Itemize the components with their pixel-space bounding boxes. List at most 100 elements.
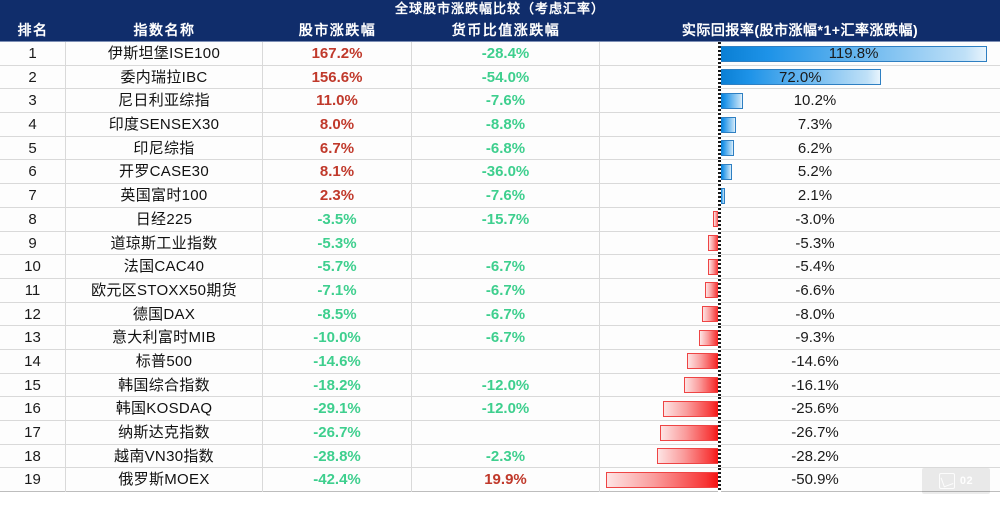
bar-value-label: -5.3% [795,234,835,252]
bar-value-label: 10.2% [793,92,837,110]
cell-real-return-bar: -28.2% [600,444,1000,469]
cell-index-name: 韩国KOSDAQ [66,397,263,421]
page-title: 全球股市涨跌幅比较（考虑汇率） [0,0,1000,18]
cell-real-return-bar: 6.2% [600,136,1000,161]
cell-fx-change: 19.9% [412,468,600,493]
watermark-label: 02 [959,475,974,487]
cell-index-name: 印度SENSEX30 [66,113,263,137]
table-row[interactable]: 8 日经225 -3.5% -15.7% -3.0% [0,207,1000,232]
table-row[interactable]: 5 印尼综指 6.7% -6.8% 6.2% [0,136,1000,161]
cell-real-return-bar: -26.7% [600,421,1000,445]
zero-axis [718,397,721,421]
image-placeholder-icon [938,473,955,489]
table-row[interactable]: 13 意大利富时MIB -10.0% -6.7% -9.3% [0,326,1000,350]
cell-fx-change [412,421,600,445]
cell-real-return-bar: -9.3% [600,326,1000,350]
cell-fx-change: -6.7% [412,255,600,279]
cell-stock-change: -5.7% [263,255,412,279]
cell-real-return-bar: 72.0% [600,65,1000,90]
cell-stock-change: -14.6% [263,349,412,374]
cell-index-name: 道琼斯工业指数 [66,231,263,256]
cell-index-name: 意大利富时MIB [66,326,263,350]
cell-stock-change: 6.7% [263,136,412,161]
cell-real-return-bar: -50.9% [600,468,1000,493]
cell-stock-change: -26.7% [263,421,412,445]
cell-fx-change: -36.0% [412,160,600,185]
table-row[interactable]: 17 纳斯达克指数 -26.7% -26.7% [0,421,1000,445]
column-header-index-name: 指数名称 [133,22,196,38]
cell-fx-change: -6.8% [412,136,600,161]
cell-real-return-bar: 10.2% [600,89,1000,114]
cell-stock-change: -7.1% [263,278,412,303]
zero-axis [718,231,721,256]
zero-axis [718,184,721,208]
cell-stock-change: -28.8% [263,444,412,469]
zero-axis [718,160,721,185]
table-row[interactable]: 18 越南VN30指数 -28.8% -2.3% -28.2% [0,444,1000,469]
cell-stock-change: 11.0% [263,89,412,114]
cell-fx-change: -6.7% [412,302,600,327]
column-header-real-return: 实际回报率(股市涨幅*1+汇率涨跌幅) [681,22,919,38]
table-row[interactable]: 15 韩国综合指数 -18.2% -12.0% -16.1% [0,373,1000,398]
table-row[interactable]: 2 委内瑞拉IBC 156.6% -54.0% 72.0% [0,65,1000,90]
table-row[interactable]: 10 法国CAC40 -5.7% -6.7% -5.4% [0,255,1000,279]
bar-value-label: -9.3% [795,329,835,347]
table-row[interactable]: 19 俄罗斯MOEX -42.4% 19.9% -50.9% [0,468,1000,493]
zero-axis [718,349,721,374]
cell-rank: 7 [0,184,66,208]
column-header-fx-change: 货币比值涨跌幅 [451,22,561,38]
zero-axis [718,136,721,161]
table-body: 1 伊斯坦堡ISE100 167.2% -28.4% 119.8% 2 委内瑞拉IBC 156… [0,42,1000,493]
cell-index-name: 越南VN30指数 [66,444,263,469]
table-row[interactable]: 7 英国富时100 2.3% -7.6% 2.1% [0,184,1000,208]
cell-stock-change: -10.0% [263,326,412,350]
bar-value-label: -26.7% [791,424,839,441]
cell-fx-change: -7.6% [412,184,600,208]
bar-negative [684,377,720,394]
bar-negative [606,471,720,488]
cell-stock-change: -29.1% [263,397,412,421]
cell-rank: 9 [0,231,66,256]
bar-value-label: 119.8% [828,45,879,62]
zero-axis [718,444,721,469]
zero-axis [718,65,721,90]
table-row[interactable]: 6 开罗CASE30 8.1% -36.0% 5.2% [0,160,1000,185]
table-row[interactable]: 3 尼日利亚综指 11.0% -7.6% 10.2% [0,89,1000,114]
cell-real-return-bar: -5.3% [600,231,1000,256]
cell-stock-change: 156.6% [263,65,412,90]
bar-value-label: -6.6% [795,281,835,299]
cell-index-name: 开罗CASE30 [66,160,263,185]
table-row[interactable]: 1 伊斯坦堡ISE100 167.2% -28.4% 119.8% [0,42,1000,66]
cell-fx-change: -8.8% [412,113,600,137]
cell-fx-change: -12.0% [412,373,600,398]
bar-value-label: -28.2% [791,447,839,465]
cell-real-return-bar: 2.1% [600,184,1000,208]
bar-value-label: 2.1% [797,187,833,205]
cell-index-name: 欧元区STOXX50期货 [66,278,263,303]
cell-rank: 15 [0,373,66,398]
cell-real-return-bar: -5.4% [600,255,1000,279]
cell-index-name: 伊斯坦堡ISE100 [66,42,263,66]
cell-real-return-bar: 119.8% [600,42,1000,66]
bar-value-label: -50.9% [791,471,839,489]
table-row[interactable]: 4 印度SENSEX30 8.0% -8.8% 7.3% [0,113,1000,137]
cell-index-name: 尼日利亚综指 [66,89,263,114]
table-header-row: 排名 指数名称 股市涨跌幅 货币比值涨跌幅 实际回报率(股市涨幅*1+汇率涨跌幅… [0,18,1000,42]
cell-stock-change: -5.3% [263,231,412,256]
bar-negative [662,400,720,417]
cell-rank: 10 [0,255,66,279]
cell-rank: 8 [0,207,66,232]
table-row[interactable]: 14 标普500 -14.6% -14.6% [0,349,1000,374]
cell-fx-change: -12.0% [412,397,600,421]
cell-index-name: 法国CAC40 [66,255,263,279]
zero-axis [718,421,721,445]
cell-fx-change [412,231,600,256]
table-row[interactable]: 16 韩国KOSDAQ -29.1% -12.0% -25.6% [0,397,1000,421]
table-row[interactable]: 11 欧元区STOXX50期货 -7.1% -6.7% -6.6% [0,278,1000,303]
cell-fx-change: -28.4% [412,42,600,66]
table-row[interactable]: 12 德国DAX -8.5% -6.7% -8.0% [0,302,1000,327]
cell-stock-change: 167.2% [263,42,412,66]
cell-index-name: 德国DAX [66,302,263,327]
zero-axis [718,113,721,137]
table-row[interactable]: 9 道琼斯工业指数 -5.3% -5.3% [0,231,1000,256]
